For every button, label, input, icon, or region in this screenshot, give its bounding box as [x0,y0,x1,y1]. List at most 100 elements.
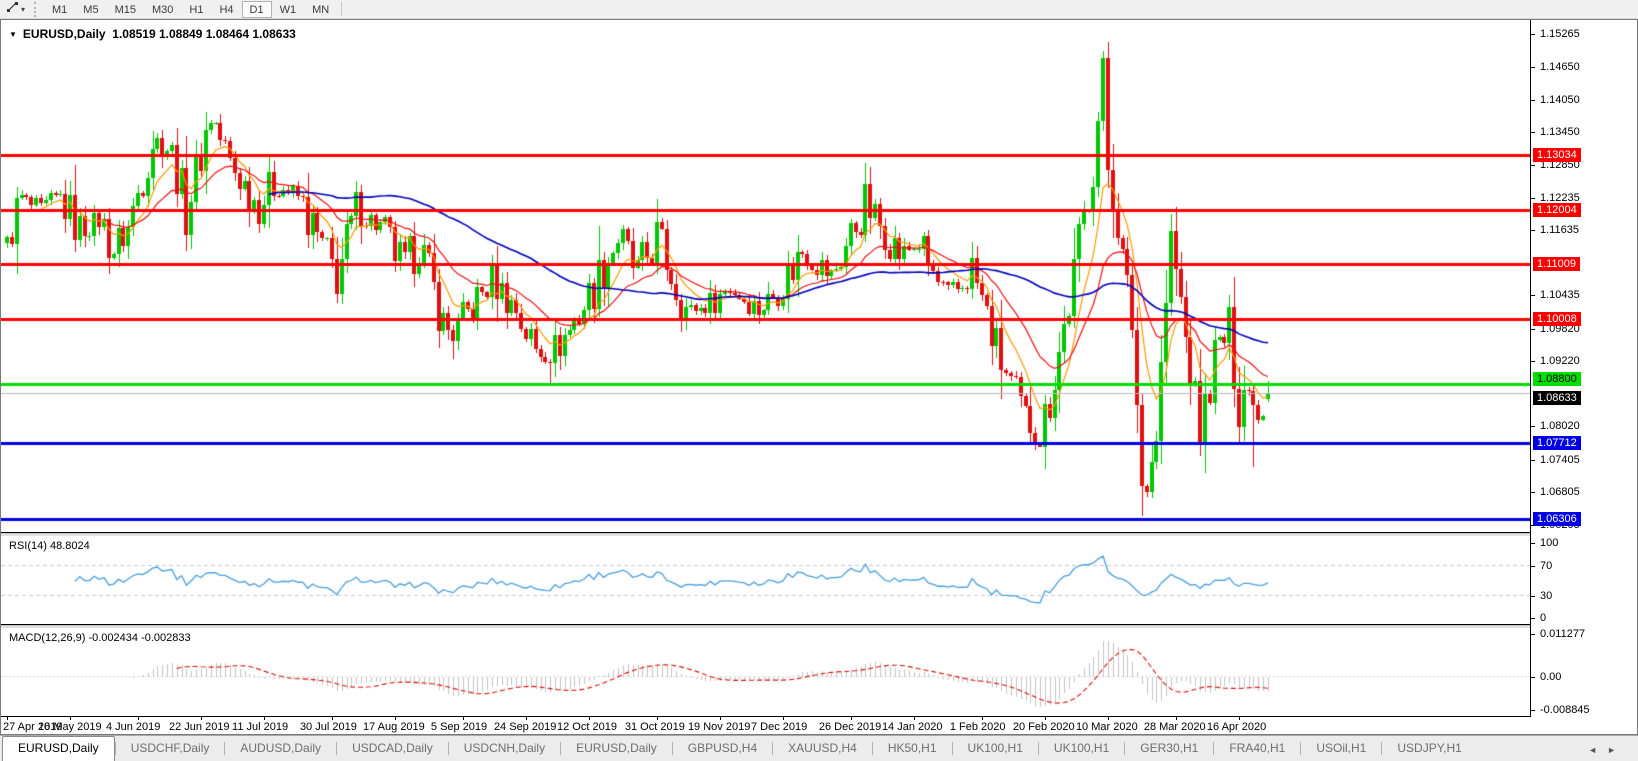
tabs-scroll-left-icon[interactable]: ◄ [1588,745,1608,755]
price-axis-tick-mark [1531,165,1535,166]
chart-tab-uk100-h1[interactable]: UK100,H1 [967,741,1023,755]
chart-tab-usdcad-daily[interactable]: USDCAD,Daily [352,741,433,755]
date-axis-tick-mark [526,717,527,720]
price-axis-tick: 1.10435 [1540,289,1580,302]
date-axis-tick-mark [201,717,202,720]
tab-separator [1124,742,1126,755]
price-axis-tick: 1.09820 [1540,322,1580,335]
pane-border [1,532,1530,533]
timeframe-button-w1[interactable]: W1 [272,1,305,18]
rsi-canvas[interactable] [1,536,1530,624]
chart-tab-uk100-h1[interactable]: UK100,H1 [1053,741,1110,755]
chart-tab-usdjpy-h1[interactable]: USDJPY,H1 [1397,741,1462,755]
date-axis-tick-mark [783,717,784,720]
level-price-label: 1.07712 [1533,436,1581,451]
rsi-axis-tick-mark [1531,543,1535,544]
level-price-label: 1.12004 [1533,203,1581,218]
price-chart-pane[interactable]: ▼ EURUSD,Daily 1.08519 1.08849 1.08464 1.… [1,21,1530,532]
chart-tool-dropdown-icon[interactable]: ▾ [21,4,26,14]
rsi-axis-tick-mark [1531,618,1535,619]
tab-scroll-buttons: ◄► [1588,745,1626,755]
date-axis-label: 20 Feb 2020 [1012,721,1075,733]
price-axis-tick-mark [1531,34,1535,35]
tabs-container: EURUSD,Daily USDCHF,Daily AUDUSD,Daily USDC… [0,736,1477,761]
chart-tab-fra40-h1[interactable]: FRA40,H1 [1229,741,1286,755]
tabs-scroll-right-icon[interactable]: ► [1607,745,1626,755]
date-axis-tick-mark [851,717,852,720]
date-axis-tick-mark [914,717,915,720]
timeframe-button-d1[interactable]: D1 [241,1,272,18]
price-axis-tick-mark [1531,100,1535,101]
date-axis-tick-mark [395,717,396,720]
chart-title-ohlc: 1.08519 1.08849 1.08464 1.08633 [112,27,296,41]
chart-tab-usdchf-daily[interactable]: USDCHF,Daily [130,741,210,755]
timeframe-button-m30[interactable]: M30 [144,1,181,18]
toolbar-grip[interactable] [34,1,41,17]
chart-tab-eurusd-daily[interactable]: EURUSD,Daily [2,736,115,761]
macd-canvas[interactable] [1,628,1530,716]
date-axis-label: 12 Oct 2019 [557,721,617,733]
price-axis-tick: 1.09220 [1540,355,1580,368]
date-axis-tick-mark [657,717,658,720]
date-axis[interactable]: 27 Apr 2019 16 May 2019 4 Jun 2019 22 Jun 2… [1,717,1637,734]
price-axis-tick: 1.08020 [1540,420,1580,433]
chart-tool-button[interactable]: ▾ [1,1,30,18]
chart-tab-xauusd-h4[interactable]: XAUUSD,H4 [788,741,857,755]
chart-tab-ger30-h1[interactable]: GER30,H1 [1140,741,1199,755]
timeframe-button-m5[interactable]: M5 [75,1,106,18]
date-axis-label: 4 Jun 2019 [105,721,161,733]
timeframe-button-h4[interactable]: H4 [211,1,241,18]
timeframe-button-h1[interactable]: H1 [181,1,211,18]
tab-separator [951,742,953,755]
macd-axis-tick-mark [1531,710,1535,711]
tab-separator [447,742,449,755]
level-price-label: 1.11009 [1533,257,1580,272]
chart-tab-hk50-h1[interactable]: HK50,H1 [887,741,937,755]
chart-window: ▼ EURUSD,Daily 1.08519 1.08849 1.08464 1.… [0,19,1638,735]
timeframe-button-m1[interactable]: M1 [44,1,75,18]
rsi-axis-tick-mark [1531,596,1535,597]
price-axis-tick-mark [1531,329,1535,330]
date-axis-tick-mark [264,717,265,720]
timeframe-button-mn[interactable]: MN [304,1,337,18]
date-axis-label: 1 Feb 2020 [949,721,1006,733]
tab-separator [114,742,116,755]
price-axis[interactable]: 1.15265 1.14650 1.14050 1.13450 1.12850 1.122… [1530,20,1637,717]
date-axis-label: 5 Sep 2019 [430,721,488,733]
current-price-label: 1.08633 [1533,391,1581,406]
pane-border [1,716,1530,717]
chart-tab-usdcnh-daily[interactable]: USDCNH,Daily [463,741,546,755]
price-axis-tick-mark [1531,492,1535,493]
tab-separator [336,742,338,755]
chart-tab-audusd-daily[interactable]: AUDUSD,Daily [240,741,322,755]
chart-tab-eurusd-daily[interactable]: EURUSD,Daily [576,741,657,755]
pane-border [1,624,1530,625]
rsi-splitter[interactable] [1,533,1637,536]
price-chart-canvas[interactable] [1,21,1530,532]
macd-indicator-pane[interactable]: MACD(12,26,9) -0.002434 -0.002833 [1,628,1530,716]
rsi-axis-tick: 70 [1540,559,1553,572]
price-axis-tick-mark [1531,198,1535,199]
price-axis-tick-mark [1531,426,1535,427]
price-axis-tick-mark [1531,230,1535,231]
date-axis-label: 11 Jul 2019 [232,721,289,733]
macd-label: MACD(12,26,9) -0.002434 -0.002833 [9,632,191,644]
rsi-indicator-pane[interactable]: RSI(14) 48.8024 [1,536,1530,624]
chart-tab-gbpusd-h4[interactable]: GBPUSD,H4 [687,741,758,755]
timeframe-button-m15[interactable]: M15 [107,1,144,18]
symbol-dropdown-icon[interactable]: ▼ [9,30,17,39]
date-axis-label: 28 Mar 2020 [1143,721,1206,733]
date-axis-label: 16 May 2019 [38,721,102,733]
date-axis-tick-mark [1176,717,1177,720]
chart-title: ▼ EURUSD,Daily 1.08519 1.08849 1.08464 1.… [9,27,296,41]
date-axis-label: 16 Apr 2020 [1206,721,1267,733]
price-axis-tick-mark [1531,67,1535,68]
date-axis-tick-mark [138,717,139,720]
chart-tab-usoil-h1[interactable]: USOil,H1 [1316,741,1367,755]
date-axis-label: 26 Dec 2019 [818,721,882,733]
price-axis-tick: 1.12235 [1540,191,1580,204]
date-axis-tick-mark [1239,717,1240,720]
macd-splitter[interactable] [1,625,1637,628]
price-axis-tick: 1.07405 [1540,453,1580,466]
